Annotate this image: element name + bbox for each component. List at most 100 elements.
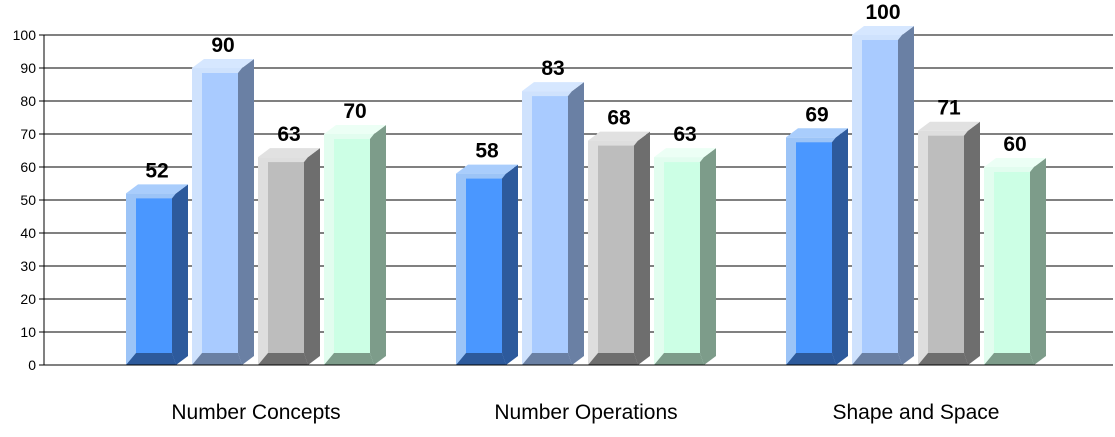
bar-floor <box>918 353 968 365</box>
bar-front <box>532 96 568 353</box>
bar-inner-side <box>502 173 506 365</box>
y-tick-label: 30 <box>20 258 36 274</box>
bar <box>918 121 980 365</box>
bar-side <box>506 164 518 365</box>
bar-floor <box>258 353 308 365</box>
x-tick-label: Shape and Space <box>833 401 1000 424</box>
bar <box>654 148 716 365</box>
bar-side <box>638 131 650 365</box>
bar-side <box>308 148 320 365</box>
bar <box>192 59 254 365</box>
data-label: 63 <box>277 123 300 146</box>
bar-top <box>126 184 188 194</box>
data-label: 63 <box>673 123 696 146</box>
bar-side <box>836 128 848 365</box>
bar-inner-side <box>238 68 242 365</box>
y-axis: 0 10 20 30 40 50 60 70 80 90 100 <box>13 27 45 373</box>
bar <box>588 131 650 365</box>
bar-floor <box>654 353 704 365</box>
y-tick-label: 10 <box>20 324 36 340</box>
y-tick-label: 60 <box>20 159 36 175</box>
data-label: 69 <box>805 103 828 126</box>
data-label: 52 <box>145 159 168 182</box>
bar-front <box>862 40 898 353</box>
x-tick-label: Number Operations <box>494 401 677 424</box>
y-tick-label: 70 <box>20 126 36 142</box>
bar <box>324 125 386 365</box>
data-label: 68 <box>607 107 631 130</box>
bar-inner-side <box>304 157 308 365</box>
bar <box>126 184 188 365</box>
bar-inner-side <box>898 35 902 365</box>
bar-inner-side <box>568 91 572 365</box>
y-tick-label: 100 <box>13 27 37 43</box>
bar-floor <box>192 353 242 365</box>
data-label: 58 <box>475 140 499 163</box>
bars <box>126 26 1046 365</box>
bar-front <box>202 73 238 353</box>
bar-inner-side <box>700 157 704 365</box>
bar-front <box>994 172 1030 353</box>
bar-top <box>324 125 386 134</box>
bar-floor <box>126 353 176 365</box>
bar-side <box>176 184 188 365</box>
y-tick-label: 0 <box>28 357 36 373</box>
bar-inner-side <box>634 140 638 365</box>
y-tick-label: 20 <box>20 291 36 307</box>
bar-top <box>654 148 716 158</box>
bar-top <box>258 148 320 158</box>
bar-inner-side <box>370 134 374 365</box>
bar-side <box>1034 158 1046 365</box>
bar-side <box>968 121 980 365</box>
bar-side <box>902 26 914 365</box>
data-labels: 52 90 63 70 58 83 68 63 69 100 71 60 <box>145 1 1026 182</box>
bar-floor <box>852 353 902 365</box>
bar-top <box>786 128 848 138</box>
bar <box>258 148 320 365</box>
bar-side <box>572 82 584 365</box>
bar-top <box>984 158 1046 167</box>
bar <box>456 164 518 365</box>
bar-top <box>192 59 254 68</box>
bar <box>522 82 584 365</box>
data-label: 83 <box>541 57 564 80</box>
y-tick-label: 90 <box>20 60 36 76</box>
bar-front <box>136 198 172 353</box>
bar-top <box>918 121 980 131</box>
bar-front <box>334 139 370 353</box>
bar-front <box>466 178 502 353</box>
data-label: 71 <box>937 97 961 120</box>
bar-floor <box>786 353 836 365</box>
bar-front <box>796 142 832 353</box>
bar <box>852 26 914 365</box>
bar-side <box>242 59 254 365</box>
y-tick-label: 40 <box>20 225 36 241</box>
data-label: 100 <box>865 1 900 24</box>
bar-inner-side <box>832 137 836 365</box>
bar-front <box>598 145 634 353</box>
bar-front <box>664 162 700 353</box>
bar-floor <box>522 353 572 365</box>
data-label: 60 <box>1003 133 1026 156</box>
bar-inner-side <box>172 193 176 365</box>
bar-inner-side <box>1030 167 1034 365</box>
x-axis: Number Concepts Number Operations Shape an… <box>44 364 1113 424</box>
bar-inner-side <box>964 130 968 365</box>
bar-side <box>704 148 716 365</box>
bar-floor <box>984 353 1034 365</box>
bar-top <box>522 82 584 92</box>
data-label: 70 <box>343 100 366 123</box>
bar <box>786 128 848 365</box>
bar-side <box>374 125 386 365</box>
x-tick-label: Number Concepts <box>171 401 340 424</box>
bar-front <box>268 162 304 353</box>
bar-top <box>852 26 914 35</box>
bar-floor <box>588 353 638 365</box>
bar-top <box>456 164 518 174</box>
y-tick-label: 80 <box>20 93 36 109</box>
bar-floor <box>456 353 506 365</box>
bar-floor <box>324 353 374 365</box>
data-label: 90 <box>211 34 234 57</box>
bar <box>984 158 1046 365</box>
